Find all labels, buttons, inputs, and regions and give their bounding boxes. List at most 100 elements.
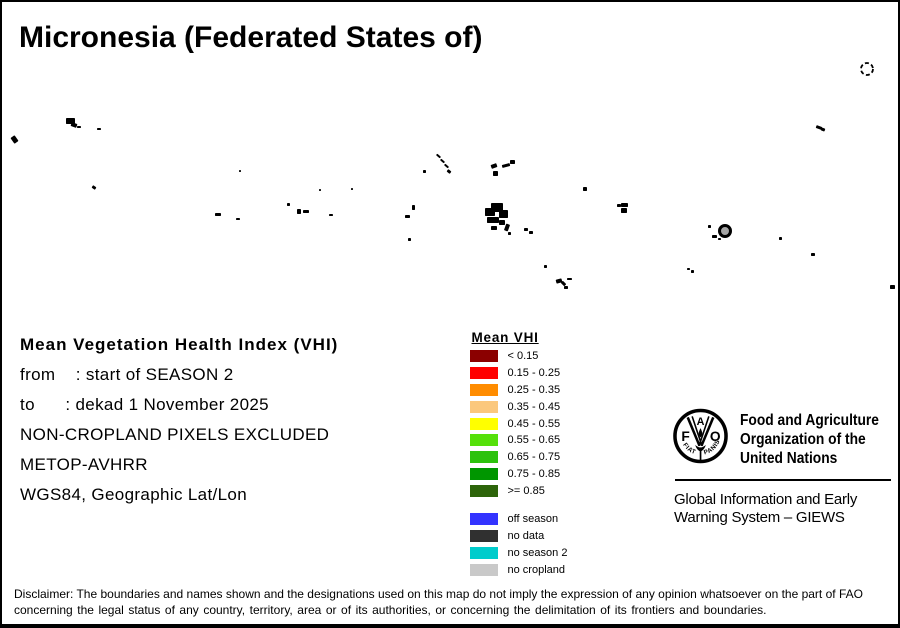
legend-label: 0.45 - 0.55: [507, 417, 561, 430]
legend-extra-rows: off season no data no season 2 no cropland: [469, 513, 670, 576]
island: [287, 203, 290, 206]
island: [303, 210, 309, 213]
page-title: Micronesia (Federated States of): [19, 21, 483, 54]
island: [487, 217, 499, 223]
legend-label: >= 0.85: [507, 485, 545, 498]
legend-label: 0.65 - 0.75: [507, 451, 561, 464]
fao-logo-grain: [698, 428, 703, 438]
island: [583, 187, 587, 191]
island: [779, 237, 782, 240]
island: [440, 158, 445, 164]
island: [621, 203, 628, 207]
island: [491, 203, 503, 212]
island: [555, 278, 563, 284]
legend-swatch: [469, 547, 498, 560]
map-info-block: Mean Vegetation Health Index (VHI) from …: [20, 330, 338, 510]
info-to-line: to : dekad 1 November 2025: [20, 394, 269, 414]
legend-swatch: [469, 383, 498, 396]
fao-logo-stem: [699, 449, 702, 461]
legend-label: 0.25 - 0.35: [507, 383, 561, 396]
fao-logo-letter-a: A: [697, 416, 705, 428]
island: [567, 278, 572, 280]
island: [412, 205, 415, 210]
island: [91, 185, 97, 190]
island: [499, 220, 505, 225]
island: [405, 215, 410, 218]
legend-swatch: [469, 366, 498, 379]
island: [10, 135, 19, 144]
island: [351, 188, 353, 190]
island: [77, 126, 81, 128]
legend-swatch: [469, 530, 498, 543]
legend-label: off season: [507, 513, 559, 526]
legend-label: 0.15 - 0.25: [507, 366, 561, 379]
island: [446, 169, 452, 174]
legend-swatch: [469, 434, 498, 447]
vhi-legend: Mean VHI < 0.15 0.15 - 0.25 0.25 - 0.35 0.3…: [469, 330, 670, 581]
island: [499, 210, 508, 218]
fao-logo-letter-f: F: [681, 429, 689, 444]
legend-swatch: [469, 451, 498, 464]
island: [329, 214, 333, 216]
legend-row: 0.25 - 0.35: [469, 383, 670, 396]
legend-label: < 0.15: [507, 350, 539, 362]
legend-row: < 0.15: [469, 350, 670, 362]
fao-org-name: Food and Agriculture Organization of the U…: [740, 412, 879, 468]
island: [564, 286, 568, 289]
island: [524, 228, 528, 231]
legend-gap: [470, 502, 670, 513]
island: [820, 127, 826, 132]
legend-row: 0.65 - 0.75: [469, 451, 670, 464]
island: [691, 270, 694, 273]
legend-swatch: [469, 350, 498, 362]
island: [529, 231, 533, 234]
legend-label: no cropland: [507, 563, 566, 576]
legend-title: Mean VHI: [471, 330, 539, 345]
island: [70, 122, 78, 128]
island: [544, 265, 547, 268]
brand-divider: [675, 479, 891, 481]
island: [687, 268, 690, 270]
legend-row: 0.45 - 0.55: [469, 417, 670, 430]
legend-swatch: [469, 468, 498, 481]
fao-logo: F A O FIAT PANIS: [673, 408, 728, 464]
fao-logo-wheat: [686, 416, 715, 447]
island: [561, 281, 566, 286]
island: [811, 253, 815, 256]
island: [493, 171, 498, 176]
legend-row: >= 0.85: [469, 485, 670, 498]
island: [504, 223, 510, 232]
island: [423, 170, 426, 173]
island: [718, 238, 721, 240]
legend-row: off season: [469, 513, 670, 526]
legend-row: 0.75 - 0.85: [469, 468, 670, 481]
island: [215, 213, 221, 216]
legend-row: 0.35 - 0.45: [469, 400, 670, 413]
island: [297, 209, 301, 214]
legend-swatch: [469, 485, 498, 498]
info-noncropland-line: NON-CROPLAND PIXELS EXCLUDED: [20, 424, 330, 444]
island: [97, 128, 101, 130]
giews-name: Global Information and Early Warning Syst…: [674, 491, 858, 526]
island: [617, 204, 621, 207]
island: [408, 238, 411, 241]
legend-row: no data: [469, 530, 670, 543]
legend-swatch: [469, 513, 498, 526]
info-projection-line: WGS84, Geographic Lat/Lon: [20, 484, 248, 504]
atoll-ring: [860, 62, 874, 76]
legend-row: 0.55 - 0.65: [469, 434, 670, 447]
disclaimer: Disclaimer: The boundaries and names sho…: [14, 587, 863, 618]
island: [239, 170, 241, 172]
island: [508, 232, 511, 235]
island: [621, 208, 627, 213]
info-sensor-line: METOP-AVHRR: [20, 454, 148, 474]
fao-logo-letter-o: O: [710, 429, 721, 444]
legend-swatch: [469, 400, 498, 413]
island: [510, 160, 515, 164]
legend-label: 0.55 - 0.65: [507, 434, 561, 447]
island: [712, 235, 717, 238]
legend-row: 0.15 - 0.25: [469, 366, 670, 379]
legend-class-rows: < 0.15 0.15 - 0.25 0.25 - 0.35 0.35 - 0.45 0…: [469, 350, 670, 498]
